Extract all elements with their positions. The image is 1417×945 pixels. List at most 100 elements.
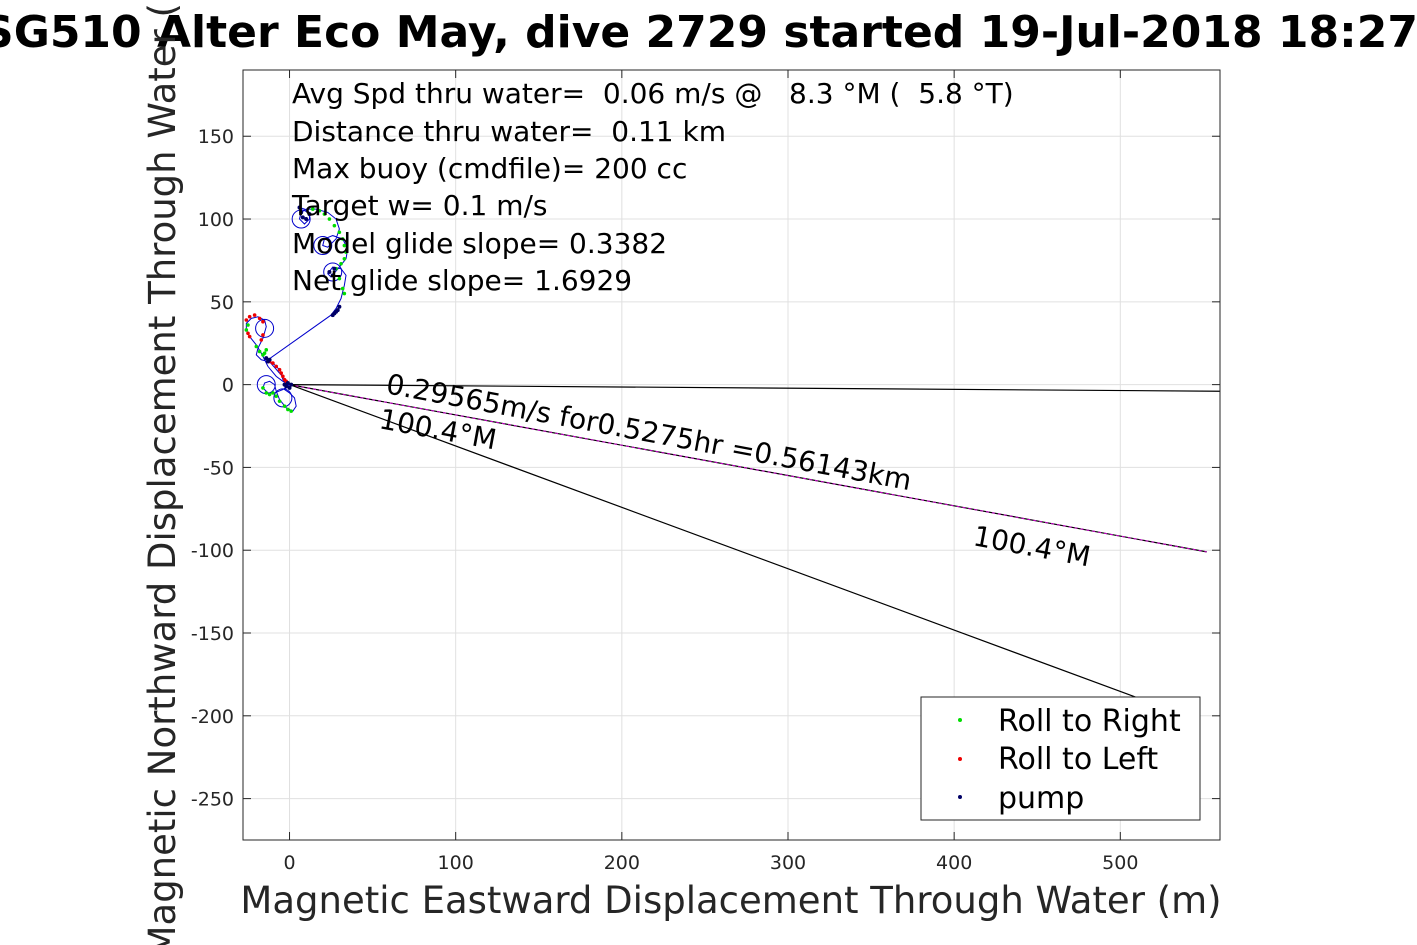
marker-points: [244, 205, 348, 413]
pump-point: [284, 384, 289, 389]
roll-left-point: [246, 331, 250, 336]
roll-right-point: [340, 286, 345, 291]
track-loop-circle: [255, 318, 275, 338]
y-tick-label: -250: [191, 789, 234, 811]
stat-distance: Distance thru water= 0.11 km: [292, 115, 726, 148]
pump-point: [307, 212, 312, 217]
roll-left-point: [257, 316, 262, 321]
roll-right-point: [337, 276, 342, 281]
roll-right-point: [337, 230, 342, 235]
roll-right-point: [286, 407, 290, 412]
x-tick-label: 0: [283, 852, 295, 874]
axis-ticks: 0 100 200 300 400 500150100500-50-100-150-200…: [191, 70, 1220, 874]
stats-block: Avg Spd thru water= 0.06 m/s @ 8.3 °M ( …: [291, 77, 1014, 297]
pump-point: [304, 217, 309, 222]
stat-avg-speed: Avg Spd thru water= 0.06 m/s @ 8.3 °M ( …: [292, 77, 1014, 110]
pump-point: [327, 270, 332, 275]
roll-right-point: [262, 351, 267, 355]
roll-right-point: [344, 250, 348, 254]
track-loop-circle: [273, 388, 293, 408]
pump-point: [337, 304, 342, 309]
legend-marker-roll-right: [958, 718, 962, 722]
pump-point: [297, 205, 302, 210]
y-axis-label: Magnetic Northward Displacement Through …: [141, 0, 184, 945]
reference-lines: [289, 384, 1220, 699]
x-axis-label: Magnetic Eastward Displacement Through W…: [240, 879, 1221, 922]
track-line: [245, 206, 349, 412]
x-tick-label: 400: [936, 852, 972, 874]
pump-point: [332, 311, 337, 316]
glider-track: [245, 206, 349, 412]
chart-title: SG510 Alter Eco May, dive 2729 started 1…: [0, 7, 1417, 58]
roll-right-point: [289, 409, 293, 413]
roll-right-point: [257, 349, 262, 354]
pump-point: [289, 382, 294, 387]
roll-right-point: [274, 394, 279, 399]
grid: [243, 70, 1220, 840]
legend-label-roll-left: Roll to Left: [998, 742, 1158, 777]
stat-target-w: Target w= 0.1 m/s: [291, 189, 548, 222]
roll-right-point: [342, 256, 347, 261]
track-loop-circle: [323, 262, 343, 282]
y-tick-label: 50: [210, 292, 234, 314]
legend-label-roll-right: Roll to Right: [998, 704, 1181, 739]
roll-left-point: [247, 314, 252, 319]
y-tick-label: -200: [191, 706, 234, 728]
x-tick-label: 200: [604, 852, 640, 874]
legend-marker-roll-left: [958, 757, 962, 761]
roll-left-point: [277, 367, 282, 372]
roll-right-point: [322, 212, 327, 216]
roll-right-point: [317, 208, 322, 213]
x-tick-label: 100: [438, 852, 474, 874]
roll-left-point: [261, 319, 265, 324]
y-tick-label: 100: [198, 209, 234, 231]
roll-right-point: [271, 391, 275, 395]
roll-right-point: [267, 392, 272, 397]
track-loop-circle: [291, 209, 311, 229]
roll-right-point: [254, 344, 259, 349]
x-tick-label: 300: [770, 852, 806, 874]
heading-line: [289, 384, 1138, 699]
roll-right-point: [264, 348, 269, 352]
pump-point: [335, 308, 340, 313]
legend-label-pump: pump: [998, 781, 1084, 816]
pump-point: [332, 266, 337, 271]
stat-max-buoy: Max buoy (cmdfile)= 200 cc: [292, 152, 687, 185]
roll-left-point: [279, 371, 284, 375]
pump-point: [285, 380, 290, 385]
roll-left-point: [247, 334, 252, 339]
roll-left-point: [259, 338, 264, 342]
legend-marker-pump: [958, 795, 962, 799]
roll-left-point: [252, 313, 257, 317]
y-tick-label: -50: [203, 457, 234, 479]
legend: Roll to Right Roll to Left pump: [920, 696, 1201, 821]
pump-point: [264, 356, 269, 361]
y-tick-label: -100: [191, 540, 234, 562]
legend-box: [920, 696, 1201, 821]
y-tick-label: 150: [198, 126, 234, 148]
roll-right-point: [310, 207, 315, 211]
heading-line: [289, 384, 1220, 392]
roll-left-point: [271, 361, 275, 365]
roll-left-point: [274, 364, 279, 369]
roll-right-point: [244, 328, 249, 332]
pump-point: [287, 385, 292, 390]
roll-right-point: [261, 386, 265, 390]
roll-left-point: [261, 333, 265, 337]
roll-right-point: [342, 243, 347, 248]
pump-point: [299, 210, 304, 215]
roll-right-point: [327, 217, 332, 221]
roll-right-point: [246, 323, 250, 327]
roll-left-point: [244, 318, 249, 322]
y-tick-label: 0: [222, 375, 234, 397]
roll-right-point: [282, 404, 287, 408]
roll-right-point: [342, 291, 347, 296]
roll-right-point: [264, 391, 269, 395]
roll-right-point: [332, 223, 337, 228]
roll-right-point: [277, 399, 282, 403]
stat-model-glide: Model glide slope= 0.3382: [292, 227, 667, 260]
track-loop-circle: [313, 236, 333, 256]
roll-left-point: [281, 374, 285, 379]
pump-point: [267, 357, 272, 362]
plot-frame: [242, 69, 1221, 841]
